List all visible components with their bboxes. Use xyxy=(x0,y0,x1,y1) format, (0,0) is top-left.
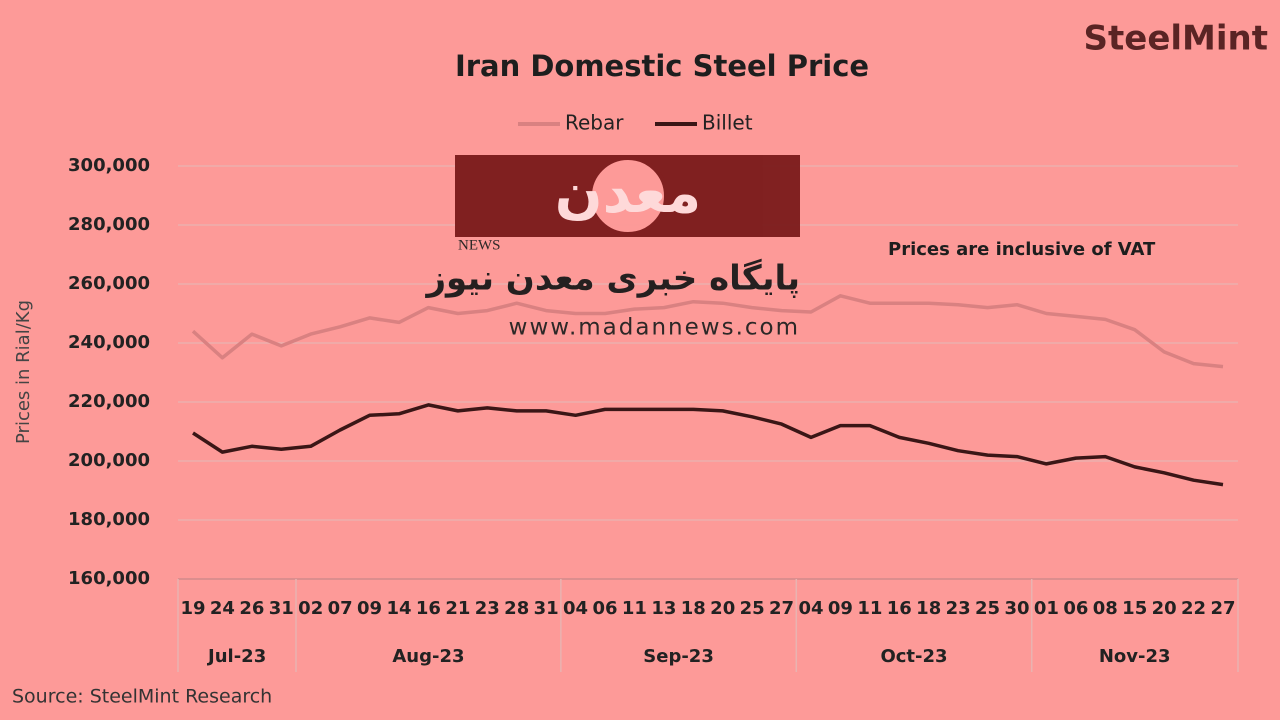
plot: 160,000 180,000 200,000 220,000 240,000 260,0… xyxy=(68,111,1239,672)
x-tick-label: 25 xyxy=(975,598,1000,619)
x-tick-label: 26 xyxy=(239,598,264,619)
x-tick-label: 09 xyxy=(828,598,853,619)
y-tick-label: 220,000 xyxy=(68,391,150,412)
y-tick-label: 180,000 xyxy=(68,509,150,530)
x-group-label: Nov-23 xyxy=(1099,646,1171,667)
x-tick-label: 08 xyxy=(1093,598,1118,619)
y-tick-label: 200,000 xyxy=(68,450,150,471)
watermark-news: NEWS xyxy=(458,237,501,253)
watermark-tagline: پایگاه خبری معدن نیوز xyxy=(424,259,800,299)
x-tick-label: 21 xyxy=(445,598,470,619)
watermark-helmet xyxy=(588,156,668,236)
x-tick-label: 07 xyxy=(328,598,353,619)
watermark: معدن NEWS پایگاه خبری معدن نیوز www.mada… xyxy=(424,155,800,341)
x-tick-label: 11 xyxy=(857,598,882,619)
x-tick-label: 09 xyxy=(357,598,382,619)
x-tick-label: 16 xyxy=(887,598,912,619)
watermark-logo: معدن xyxy=(555,161,701,226)
x-group-label: Jul-23 xyxy=(206,646,266,667)
x-tick-label: 22 xyxy=(1181,598,1206,619)
x-tick-label: 27 xyxy=(1210,598,1235,619)
source: Source: SteelMint Research xyxy=(12,686,272,708)
series-line xyxy=(191,294,1224,369)
y-tick-label: 300,000 xyxy=(68,155,150,176)
watermark-url: www.madannews.com xyxy=(509,315,800,341)
x-tick-label: 18 xyxy=(681,598,706,619)
x-tick-label: 27 xyxy=(769,598,794,619)
brand-logo: SteelMint xyxy=(1084,19,1268,59)
annotation: Prices are inclusive of VAT xyxy=(888,239,1156,260)
x-tick-label: 04 xyxy=(563,598,588,619)
x-tick-label: 02 xyxy=(298,598,323,619)
y-tick-label: 260,000 xyxy=(68,273,150,294)
series-line xyxy=(192,403,1224,487)
x-tick-label: 16 xyxy=(416,598,441,619)
x-group-label: Sep-23 xyxy=(643,646,714,667)
x-tick-label: 18 xyxy=(916,598,941,619)
x-tick-label: 20 xyxy=(710,598,735,619)
x-tick-label: 28 xyxy=(504,598,529,619)
x-tick-label: 13 xyxy=(651,598,676,619)
x-tick-label: 31 xyxy=(269,598,294,619)
x-tick-label: 24 xyxy=(210,598,235,619)
y-tick-label: 160,000 xyxy=(68,568,150,589)
x-tick-label: 23 xyxy=(946,598,971,619)
legend-label: Rebar xyxy=(565,111,624,135)
legend-label: Billet xyxy=(702,111,753,135)
y-tick-label: 280,000 xyxy=(68,214,150,235)
x-tick-label: 06 xyxy=(1063,598,1088,619)
x-tick-label: 25 xyxy=(740,598,765,619)
y-tick-label: 240,000 xyxy=(68,332,150,353)
x-group-label: Oct-23 xyxy=(880,646,947,667)
x-tick-label: 01 xyxy=(1034,598,1059,619)
x-tick-label: 19 xyxy=(180,598,205,619)
x-tick-label: 14 xyxy=(386,598,411,619)
x-group-label: Aug-23 xyxy=(392,646,464,667)
x-tick-label: 30 xyxy=(1004,598,1029,619)
x-tick-label: 15 xyxy=(1122,598,1147,619)
chart-title: Iran Domestic Steel Price xyxy=(455,49,869,83)
x-tick-label: 04 xyxy=(798,598,823,619)
y-axis-label: Prices in Rial/Kg xyxy=(13,300,34,444)
x-tick-label: 06 xyxy=(592,598,617,619)
x-tick-label: 11 xyxy=(622,598,647,619)
x-tick-label: 31 xyxy=(534,598,559,619)
x-tick-label: 20 xyxy=(1152,598,1177,619)
x-tick-label: 23 xyxy=(475,598,500,619)
